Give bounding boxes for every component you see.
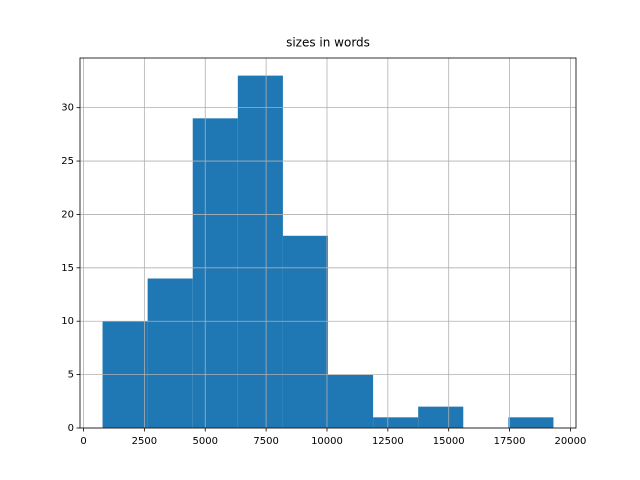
bar xyxy=(192,118,238,428)
chart-title: sizes in words xyxy=(286,36,370,50)
x-tick-label: 15000 xyxy=(433,436,465,447)
y-tick-label: 25 xyxy=(61,156,74,167)
y-tick-label: 30 xyxy=(61,103,74,114)
y-tick-label: 15 xyxy=(61,263,74,274)
bar xyxy=(147,278,193,428)
x-tick-label: 5000 xyxy=(193,436,218,447)
x-tick-label: 0 xyxy=(80,436,86,447)
x-tick-label: 17500 xyxy=(494,436,526,447)
x-tick-label: 2500 xyxy=(132,436,157,447)
x-tick-label: 10000 xyxy=(311,436,343,447)
bar xyxy=(418,406,464,428)
bar xyxy=(328,374,374,428)
bar xyxy=(373,417,419,428)
bar xyxy=(508,417,554,428)
x-tick-label: 20000 xyxy=(555,436,587,447)
bar xyxy=(237,75,283,428)
x-tick-label: 12500 xyxy=(372,436,404,447)
y-tick-label: 20 xyxy=(61,209,74,220)
bar xyxy=(282,235,328,428)
plot-frame xyxy=(79,57,577,429)
y-tick-label: 10 xyxy=(61,316,74,327)
x-tick-label: 7500 xyxy=(253,436,278,447)
y-tick-label: 5 xyxy=(68,370,74,381)
y-tick-label: 0 xyxy=(68,423,74,434)
